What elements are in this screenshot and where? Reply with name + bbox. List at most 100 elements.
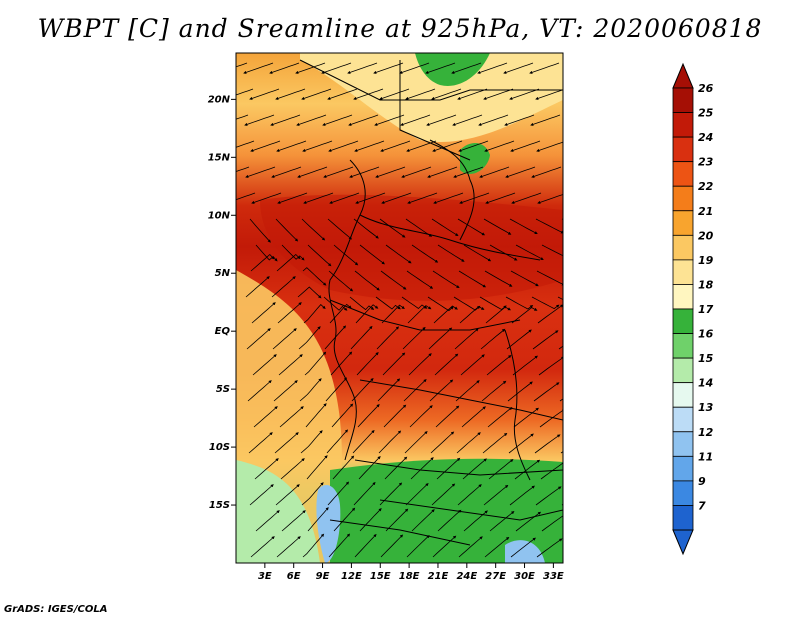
streamline [271,166,302,178]
streamline [236,166,250,172]
streamline [564,306,589,323]
blue-cool-patch-east [505,540,545,563]
streamline [509,485,535,506]
streamline [379,482,403,506]
map-frame [235,52,564,564]
streamline [534,434,561,454]
streamline [562,271,563,272]
streamline [509,88,540,100]
streamline [302,533,325,558]
colorbar-label: 19 [698,254,714,267]
streamline [403,379,427,402]
colorbar-swatch [672,210,694,236]
streamline [510,270,539,287]
streamline [405,218,433,237]
colorbar-label: 7 [698,499,706,512]
colorbar-swatch [672,431,694,457]
streamline [406,534,430,558]
streamline [278,354,303,376]
streamline [356,352,379,376]
streamline [275,218,299,242]
streamline [537,304,563,324]
streamline [483,484,509,506]
streamline [432,270,460,289]
streamline [236,192,256,201]
streamline [355,192,386,204]
streamline [504,114,535,126]
streamline [352,429,375,454]
streamline [404,431,428,454]
streamline [327,481,350,506]
streamline [280,458,305,480]
lat-tick-label: 20N [208,94,231,105]
streamline [457,484,482,506]
streamline [561,218,563,220]
sudan-green-patch [460,143,490,175]
colorbar-label: 11 [698,450,713,463]
streamline [437,509,462,532]
colorbar-label: 25 [698,107,714,120]
streamline [454,328,479,350]
streamline [350,325,373,350]
streamline [411,509,435,532]
streamline [375,166,406,178]
streamline [383,404,407,428]
streamline [477,62,508,74]
streamline [432,140,463,152]
colorbar-swatch [672,505,694,531]
streamline [453,296,481,311]
streamline [325,377,348,402]
streamline [436,457,461,480]
streamline [303,304,326,324]
streamline [411,244,439,263]
streamline [236,62,248,68]
streamline [323,296,348,311]
streamline [410,457,434,480]
streamline [295,62,326,74]
streamline [480,328,506,350]
streamline [459,192,490,204]
streamline [409,405,433,428]
streamline [250,536,275,558]
streamline [535,486,562,506]
streamline [384,456,408,480]
streamline [272,328,297,350]
streamline [535,89,563,100]
northern-green-region [415,53,490,86]
streamline [299,378,322,402]
streamline [329,192,360,204]
streamline [541,244,563,257]
streamline [250,253,275,272]
streamline [426,114,457,126]
streamline [381,192,412,204]
colorbar-label: 26 [698,82,714,95]
streamline [408,353,432,376]
streamline [271,276,296,298]
streamline [253,406,278,428]
streamline [405,88,436,100]
streamline [359,508,382,532]
streamline [276,536,301,558]
streamline [565,358,590,375]
streamline [536,270,563,286]
streamline [298,326,321,350]
lon-tick-label: 3E [258,571,272,582]
streamline [507,381,533,402]
streamline [431,483,456,506]
streamline [249,218,271,243]
streamline [380,270,407,290]
lon-tick-label: 15E [370,571,391,582]
streamline [347,62,378,74]
streamline [381,304,405,324]
streamline [307,244,332,267]
lat-tick-label: 5N [215,268,231,279]
streamline [484,536,510,558]
colorbar-bottom-triangle [672,529,694,556]
streamline [566,410,591,427]
colorbar-label: 24 [698,131,713,144]
streamline [247,380,272,402]
streamline [333,244,359,266]
streamline [327,218,353,240]
streamline [405,483,429,506]
